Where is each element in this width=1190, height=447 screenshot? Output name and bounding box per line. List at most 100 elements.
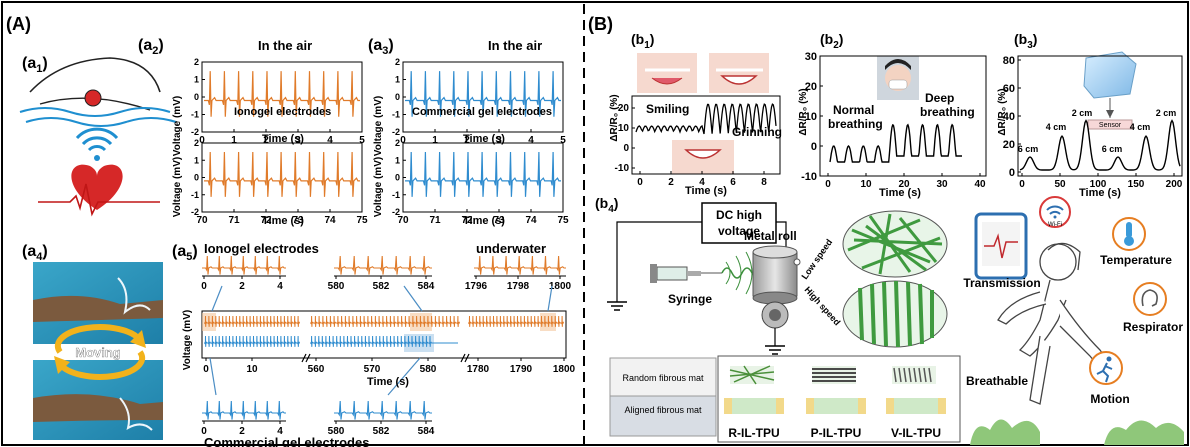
panel-label-a3: (a3) — [368, 37, 394, 57]
a5-main-xtick-label: 1780 — [467, 364, 490, 375]
b2-ytick-label: 20 — [805, 81, 817, 93]
b3-xtick-label: 150 — [1128, 179, 1145, 190]
a3-top-ytick-label: -2 — [392, 127, 400, 137]
a3-bottom-xtick-label: 73 — [493, 215, 505, 226]
random-mat-label: Random fibrous mat — [622, 373, 704, 383]
a5-main-xtick-label: 0 — [203, 364, 209, 375]
a5-inset-orange-3-trace — [474, 255, 566, 275]
a5-main-xtick-label: 1790 — [510, 364, 533, 375]
a5-underwater-label: underwater — [476, 241, 546, 256]
b2-ytick-label: 0 — [811, 141, 817, 153]
wifi-icon — [1039, 196, 1071, 228]
metal-roll-label: Metal roll — [744, 229, 797, 243]
a3-top-xtick-label: 2 — [464, 135, 470, 146]
a2-top-ytick-label: 2 — [194, 57, 199, 67]
aligned-fiber-ellipse — [842, 280, 948, 348]
b3-peak-label: 2 cm — [1156, 108, 1177, 118]
respirator-label: Respirator — [1123, 320, 1183, 334]
a5-orange-segment-1 — [204, 315, 300, 327]
b3-ytick-label: 80 — [1003, 55, 1015, 67]
tablet-icon — [974, 212, 1028, 280]
a2-bottom-ytick-label: -2 — [191, 207, 199, 217]
a3-top-xtick-label: 3 — [496, 135, 502, 146]
b1-grinning-label: Grinning — [732, 125, 782, 139]
person-mask-photo — [877, 56, 919, 100]
a3-top-xtick-label: 5 — [560, 135, 566, 146]
a3-top-ytick-label: -1 — [392, 110, 400, 120]
a3-xlabel-bottom: Time (s) — [463, 215, 505, 227]
face-photo-smiling — [637, 53, 697, 93]
temperature-label: Temperature — [1100, 253, 1172, 267]
a5-inset-orange-1-tick-label: 0 — [201, 281, 207, 292]
swimmer-illustration — [19, 57, 177, 127]
b3-trace — [1019, 119, 1181, 171]
a5-orange-segment-2 — [310, 315, 460, 327]
v-tpu-label: V-IL-TPU — [891, 426, 941, 440]
dc-voltage-label-2: voltage — [718, 224, 760, 238]
a5-connector-arrow — [211, 285, 223, 312]
underwater-photo-bottom — [33, 360, 163, 440]
b1-xlabel: Time (s) — [685, 185, 727, 197]
a5-inset-orange-2-trace — [334, 255, 432, 275]
b2-xtick-label: 20 — [898, 179, 910, 190]
transmission-label: Transmission — [963, 276, 1040, 290]
a3-bottom-xtick-label: 70 — [397, 215, 409, 226]
syringe-icon — [650, 264, 722, 283]
ice-cube-illustration — [1083, 51, 1137, 130]
a3-bottom-xtick-label: 74 — [525, 215, 537, 226]
a2-bottom-xtick-label: 74 — [324, 215, 336, 226]
a5-inset-blue-1-trace — [202, 400, 286, 420]
a5-main-xtick-label: 570 — [364, 364, 381, 375]
panel-label-b4: (b4) — [595, 195, 618, 215]
b1-xtick-label: 2 — [668, 177, 674, 188]
b2-normal-label-2: breathing — [828, 117, 883, 131]
a3-bottom-ytick-label: 0 — [395, 173, 400, 183]
b1-xtick-label: 4 — [699, 177, 705, 188]
a2-ylabel-top: Voltage (mV) — [172, 96, 183, 156]
b2-trace — [829, 123, 962, 163]
a5-axes-frame — [201, 310, 567, 359]
a2-top-ytick-label: -2 — [191, 127, 199, 137]
a3-bottom-ecg-trace — [405, 151, 561, 197]
a5-connector-arrow — [387, 357, 421, 396]
b3-xtick-label: 100 — [1090, 179, 1107, 190]
b2-ytick-label: 10 — [805, 111, 817, 123]
b3-peak-label: 2 cm — [1072, 108, 1093, 118]
b3-peak-label: 4 cm — [1046, 122, 1067, 132]
motion-label: Motion — [1090, 392, 1129, 406]
electrospinning-circuit — [607, 202, 787, 311]
b3-ytick-label: 60 — [1003, 83, 1015, 95]
a5-inset-orange-1-tick-label: 4 — [277, 281, 283, 292]
a5-axis-break — [305, 353, 311, 363]
dc-voltage-label-1: DC high — [716, 208, 762, 222]
b3-peak-label: 6 cm — [1102, 144, 1123, 154]
panel-label-A: (A) — [6, 14, 31, 34]
b1-ytick-label: 0 — [623, 143, 629, 154]
a2-bottom-ytick-label: 2 — [194, 138, 199, 148]
a5-main-xtick-label: 580 — [420, 364, 437, 375]
a5-main-xtick-label: 1800 — [553, 364, 576, 375]
panel-label-b2: (b2) — [820, 31, 843, 51]
a3-bottom-ytick-label: -1 — [392, 190, 400, 200]
b3-peak-label: 6 cm — [1018, 144, 1039, 154]
respirator-icon — [1133, 282, 1167, 316]
a2-bottom-xtick-label: 71 — [228, 215, 240, 226]
b2-ytick-label: -10 — [801, 171, 817, 183]
a3-bottom-ytick-label: 1 — [395, 155, 400, 165]
b3-ytick-label: 40 — [1003, 111, 1015, 123]
a5-inset-orange-3-tick-label: 1800 — [549, 281, 572, 292]
a5-inset-orange-1-tick-label: 2 — [239, 281, 245, 292]
motion-icon — [1089, 351, 1123, 385]
b2-xtick-label: 10 — [860, 179, 872, 190]
panel-label-a1: (a1) — [22, 55, 48, 75]
a5-inset-orange-3-tick-label: 1796 — [465, 281, 488, 292]
a2-header: In the air — [258, 38, 312, 53]
a2-top-ytick-label: 1 — [194, 75, 199, 85]
a2-bottom-ytick-label: 1 — [194, 155, 199, 165]
wifi-label: Wi-Fi — [1048, 222, 1062, 228]
b3-xtick-label: 50 — [1054, 179, 1066, 190]
p-tpu-label: P-IL-TPU — [811, 426, 862, 440]
b1-trace — [635, 103, 777, 135]
